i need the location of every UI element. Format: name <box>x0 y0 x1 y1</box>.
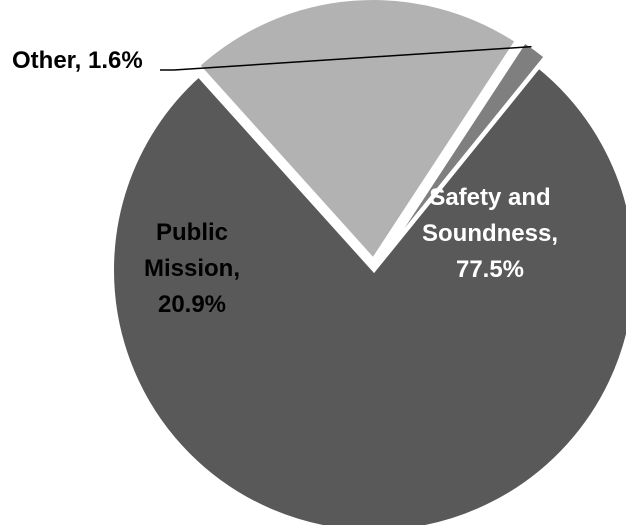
pie-label-line: 77.5% <box>456 256 524 283</box>
pie-label-line: Soundness, <box>422 220 558 247</box>
pie-label-line: Mission, <box>144 255 240 282</box>
pie-label-other: Other, 1.6% <box>12 47 143 74</box>
pie-label-safety-and-soundness: Safety and Soundness, 77.5% <box>422 184 558 283</box>
pie-slices <box>110 0 626 525</box>
pie-labels: Safety and Soundness, 77.5% Public Mission, 2… <box>12 45 558 318</box>
pie-slice-safety-and-soundness <box>110 63 626 525</box>
pie-label-line: Safety and <box>429 184 550 211</box>
pie-label-line: Public <box>156 219 228 246</box>
pie-label-public-mission: Public Mission, 20.9% <box>144 219 240 318</box>
pie-slice-public-mission <box>195 0 520 264</box>
pie-leader-line <box>160 45 532 71</box>
pie-label-line: 20.9% <box>158 291 226 318</box>
pie-slice-other <box>379 38 549 262</box>
